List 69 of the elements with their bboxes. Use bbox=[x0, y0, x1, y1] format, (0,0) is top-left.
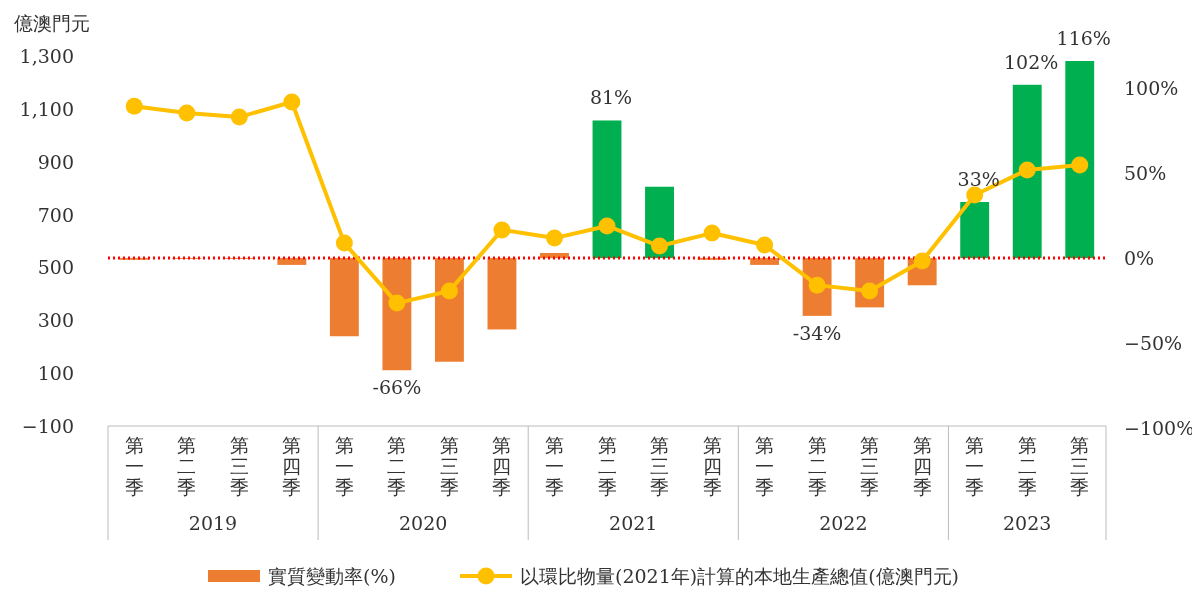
point bbox=[756, 236, 774, 254]
x-tick-label: 第三季 bbox=[860, 434, 880, 498]
bar bbox=[1065, 61, 1095, 259]
x-tick-label: 第一季 bbox=[965, 434, 985, 498]
bar bbox=[592, 120, 622, 259]
y-tick-label: 700 bbox=[37, 203, 74, 226]
x-tick-label: 第二季 bbox=[807, 434, 827, 498]
x-tick-label: 第三季 bbox=[1070, 434, 1090, 498]
point bbox=[598, 217, 616, 235]
y2-tick-label: −50% bbox=[1124, 332, 1183, 355]
point bbox=[966, 186, 984, 204]
y-tick-label: 900 bbox=[37, 150, 74, 173]
point bbox=[493, 221, 511, 239]
bar bbox=[960, 202, 990, 259]
legend-label: 實質變動率(%) bbox=[268, 565, 396, 587]
point bbox=[703, 224, 721, 242]
text: 2022 bbox=[819, 512, 868, 534]
point bbox=[388, 294, 406, 312]
x-tick-label: 第三季 bbox=[439, 434, 459, 498]
legend-label: 以環比物量(2021年)計算的本地生產總值(億澳門元) bbox=[520, 565, 960, 587]
y2-tick-label: 100% bbox=[1124, 77, 1179, 100]
point bbox=[230, 108, 248, 126]
y-axis-title: 億澳門元 bbox=[14, 12, 90, 34]
point bbox=[440, 282, 458, 300]
text: 2021 bbox=[609, 512, 658, 534]
data-label: -34% bbox=[792, 321, 842, 344]
text: 2019 bbox=[188, 512, 238, 534]
y2-tick-label: 0% bbox=[1124, 247, 1155, 270]
y-tick-label: 1,300 bbox=[19, 45, 74, 67]
x-tick-label: 第二季 bbox=[1017, 434, 1037, 498]
x-tick-label: 第二季 bbox=[387, 434, 407, 498]
data-label: 81% bbox=[589, 86, 633, 109]
point bbox=[178, 104, 196, 122]
point bbox=[913, 252, 931, 270]
y-tick-label: 300 bbox=[37, 309, 74, 332]
point bbox=[335, 234, 353, 252]
point bbox=[1018, 161, 1036, 179]
x-tick-label: 第三季 bbox=[229, 434, 249, 498]
y2-tick-label: 50% bbox=[1124, 162, 1167, 185]
y-tick-label: 1,100 bbox=[19, 97, 74, 120]
point bbox=[651, 237, 669, 255]
x-tick-label: 第三季 bbox=[650, 434, 670, 498]
x-tick-label: 第四季 bbox=[702, 434, 722, 498]
x-tick-label: 第一季 bbox=[124, 434, 144, 498]
x-tick-label: 第一季 bbox=[755, 434, 775, 498]
text: 2020 bbox=[398, 512, 448, 534]
bar bbox=[329, 258, 359, 337]
text: 2023 bbox=[1003, 512, 1052, 534]
data-label: 102% bbox=[1004, 50, 1059, 73]
x-tick-label: 第四季 bbox=[492, 434, 512, 498]
y-tick-label: 100 bbox=[37, 362, 74, 385]
point bbox=[125, 97, 143, 115]
x-tick-label: 第四季 bbox=[282, 434, 302, 498]
x-tick-label: 第一季 bbox=[334, 434, 354, 498]
x-tick-label: 第二季 bbox=[597, 434, 617, 498]
x-tick-label: 第二季 bbox=[177, 434, 197, 498]
y-tick-label: 500 bbox=[37, 256, 74, 279]
x-tick-label: 第四季 bbox=[912, 434, 932, 498]
data-label: -66% bbox=[372, 376, 422, 399]
bar bbox=[487, 258, 517, 330]
point bbox=[283, 93, 301, 111]
data-label: 116% bbox=[1056, 27, 1111, 49]
point bbox=[1071, 156, 1089, 174]
bar bbox=[1012, 84, 1042, 259]
x-tick-label: 第一季 bbox=[544, 434, 564, 498]
data-label: 33% bbox=[957, 168, 1000, 191]
point bbox=[545, 229, 563, 247]
y-tick-label: −100 bbox=[21, 415, 74, 437]
bar bbox=[540, 253, 569, 259]
